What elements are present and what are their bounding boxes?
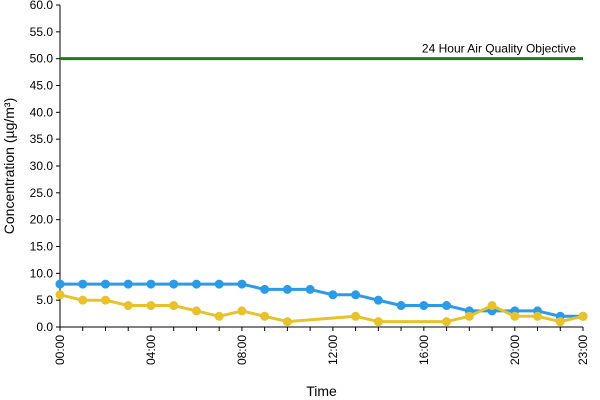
data-point <box>191 306 201 316</box>
y-axis-title: Concentration (µg/m³) <box>1 98 17 234</box>
data-point <box>55 279 65 289</box>
x-tick-label: 08:00 <box>235 335 249 365</box>
y-tick-label: 55.0 <box>30 25 54 39</box>
data-point <box>100 279 110 289</box>
y-tick-label: 0.0 <box>36 320 53 334</box>
data-point <box>419 301 429 311</box>
y-tick-label: 50.0 <box>30 52 54 66</box>
y-tick-label: 45.0 <box>30 79 54 93</box>
data-point <box>464 311 474 321</box>
data-point <box>214 279 224 289</box>
data-point <box>78 295 88 305</box>
data-point <box>146 279 156 289</box>
x-tick-label: 04:00 <box>144 335 158 365</box>
data-point <box>146 301 156 311</box>
data-point <box>282 284 292 294</box>
data-point <box>237 279 247 289</box>
y-axis-ticks: 0.0 5.0 10.0 15.0 20.0 25.0 30.0 35.0 40.0 45.0 50… <box>30 0 60 334</box>
y-tick-label: 10.0 <box>30 266 54 280</box>
data-point <box>78 279 88 289</box>
data-point <box>169 301 179 311</box>
x-tick-label: 00:00 <box>53 335 67 365</box>
objective-label: 24 Hour Air Quality Objective <box>422 42 576 56</box>
data-point <box>351 311 361 321</box>
data-point <box>169 279 179 289</box>
data-point <box>396 301 406 311</box>
y-tick-label: 20.0 <box>30 213 54 227</box>
data-point <box>510 311 520 321</box>
data-point <box>123 301 133 311</box>
data-point <box>578 311 588 321</box>
data-point <box>282 317 292 327</box>
data-point <box>260 311 270 321</box>
data-point <box>442 317 452 327</box>
data-point <box>555 317 565 327</box>
y-tick-label: 25.0 <box>30 186 54 200</box>
series-1 <box>55 279 588 321</box>
data-point <box>305 284 315 294</box>
x-tick-label: 23:00 <box>576 335 590 365</box>
data-point <box>55 290 65 300</box>
data-point <box>442 301 452 311</box>
y-tick-label: 40.0 <box>30 105 54 119</box>
series-layer <box>55 279 588 327</box>
data-point <box>533 311 543 321</box>
x-axis-ticks: 00:00 04:00 08:00 12:00 16:00 20:00 23:00 <box>53 327 590 365</box>
x-tick-label: 12:00 <box>326 335 340 365</box>
data-point <box>214 311 224 321</box>
series-line <box>59 293 584 324</box>
data-point <box>487 301 497 311</box>
x-tick-label: 20:00 <box>508 335 522 365</box>
data-point <box>100 295 110 305</box>
x-axis-title: Time <box>306 383 337 399</box>
series-2 <box>55 290 588 327</box>
data-point <box>328 290 338 300</box>
data-point <box>260 284 270 294</box>
data-point <box>373 295 383 305</box>
data-point <box>373 317 383 327</box>
y-tick-label: 30.0 <box>30 159 54 173</box>
data-point <box>351 290 361 300</box>
data-point <box>237 306 247 316</box>
y-tick-label: 60.0 <box>30 0 54 12</box>
data-point <box>191 279 201 289</box>
y-tick-label: 5.0 <box>36 293 53 307</box>
x-tick-label: 16:00 <box>417 335 431 365</box>
data-point <box>123 279 133 289</box>
y-tick-label: 15.0 <box>30 240 54 254</box>
y-tick-label: 35.0 <box>30 132 54 146</box>
